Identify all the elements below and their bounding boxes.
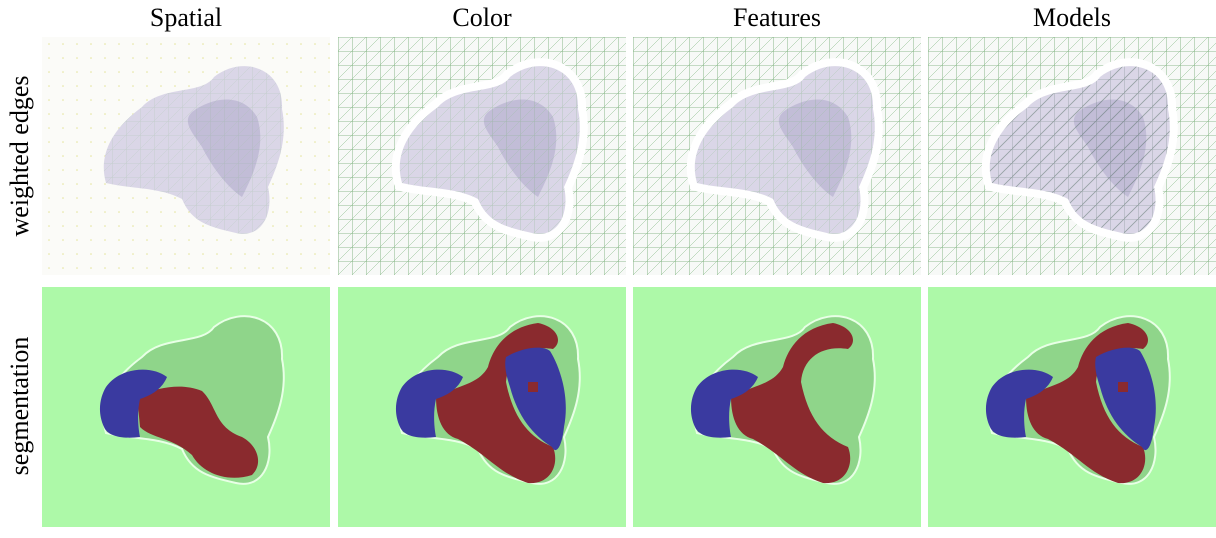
row-label: segmentation (5, 337, 34, 476)
segment-red (528, 382, 538, 392)
column-header: Features (733, 3, 821, 32)
segment-red (1118, 382, 1128, 392)
page: Spatial Color Features Models weighted edges… (0, 0, 1216, 538)
figure: Spatial Color Features Models weighted edges… (0, 0, 1216, 533)
edges-panel (633, 37, 921, 275)
edges-panel (42, 37, 330, 275)
segmentation-panel (633, 287, 921, 527)
edges-panel (338, 37, 626, 275)
column-header: Models (1033, 3, 1111, 32)
segmentation-panel (42, 287, 330, 527)
segmentation-panel (928, 287, 1216, 527)
row-label: weighted edges (5, 75, 34, 236)
column-header: Color (452, 3, 512, 32)
edges-panel (928, 37, 1216, 275)
column-header: Spatial (150, 3, 222, 32)
segmentation-panel (338, 287, 626, 527)
